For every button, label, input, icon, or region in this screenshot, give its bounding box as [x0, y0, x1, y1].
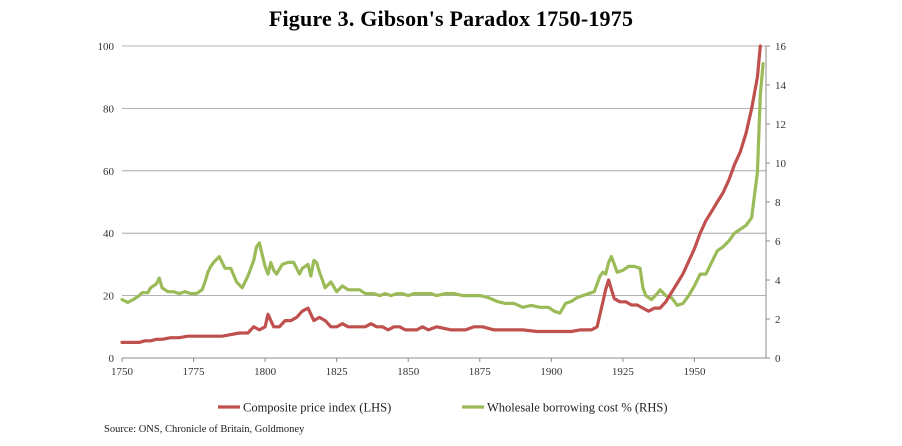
x-tick-label: 1825: [326, 366, 349, 378]
y-left-tick-label: 20: [103, 291, 115, 303]
x-tick-label: 1750: [111, 366, 134, 378]
x-tick-label: 1925: [612, 366, 635, 378]
series-lines: [120, 44, 765, 344]
y-right-tick-label: 12: [775, 119, 786, 131]
y-right-tick-label: 0: [775, 353, 781, 365]
series-line-wholesale-borrowing-cost: [120, 61, 765, 315]
y-left-tick-label: 40: [103, 228, 115, 240]
legend: Composite price index (LHS) Wholesale bor…: [218, 401, 668, 415]
gridlines: [122, 45, 766, 297]
y-right-tick-label: 4: [775, 275, 781, 287]
x-tick-label: 1850: [397, 366, 420, 378]
y-right-tick-label: 14: [775, 80, 787, 92]
legend-label: Composite price index (LHS): [243, 401, 391, 415]
x-tick-label: 1950: [683, 366, 706, 378]
y-left-tick-label: 60: [103, 166, 115, 178]
series-line-composite-price-index: [120, 44, 762, 344]
x-tick-label: 1875: [469, 366, 492, 378]
x-tick-label: 1800: [254, 366, 277, 378]
y-left-tick-label: 80: [103, 103, 115, 115]
y-right-tick-label: 16: [775, 41, 787, 53]
y-left-tick-label: 100: [98, 41, 115, 53]
source-note: Source: ONS, Chronicle of Britain, Goldm…: [104, 424, 305, 435]
axes: 1750 1775 1800 1825 1850 1875 1900 1925 19500204…: [98, 41, 787, 378]
y-left-tick-label: 0: [109, 353, 115, 365]
y-right-tick-label: 8: [775, 197, 781, 209]
y-right-tick-label: 10: [775, 158, 787, 170]
legend-entry-wholesale-borrowing-cost: Wholesale borrowing cost % (RHS): [462, 401, 668, 415]
x-tick-label: 1775: [183, 366, 206, 378]
x-tick-label: 1900: [540, 366, 563, 378]
y-right-tick-label: 2: [775, 314, 781, 326]
legend-entry-composite-price-index: Composite price index (LHS): [218, 401, 391, 415]
legend-label: Wholesale borrowing cost % (RHS): [487, 401, 668, 415]
y-right-tick-label: 6: [775, 236, 781, 248]
chart-title: Figure 3. Gibson's Paradox 1750-1975: [268, 6, 634, 31]
